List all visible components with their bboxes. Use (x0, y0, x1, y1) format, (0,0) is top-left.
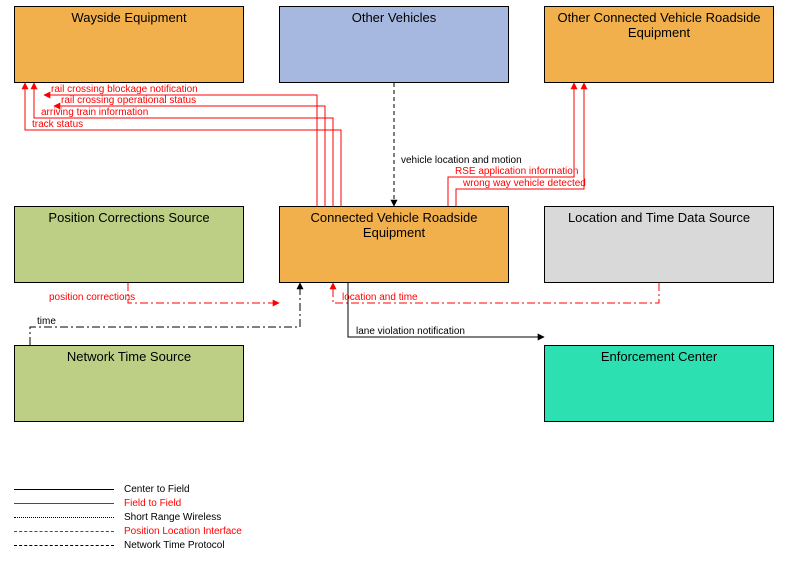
node-wayside: Wayside Equipment (14, 6, 244, 83)
legend-label: Position Location Interface (124, 526, 242, 537)
edge-label-8: location and time (341, 293, 419, 303)
legend-row: Short Range Wireless (14, 510, 242, 524)
node-label: Wayside Equipment (71, 11, 186, 26)
legend-label: Field to Field (124, 498, 181, 509)
node-label: Other Connected Vehicle Roadside Equipme… (545, 11, 773, 41)
legend-line (14, 545, 114, 546)
legend: Center to Field Field to Field Short Range… (14, 482, 242, 552)
node-label: Other Vehicles (352, 11, 437, 26)
legend-row: Center to Field (14, 482, 242, 496)
edge-label-5: RSE application information (454, 167, 579, 177)
node-label: Position Corrections Source (48, 211, 209, 226)
legend-line (14, 489, 114, 490)
node-locdata: Location and Time Data Source (544, 206, 774, 283)
edge-label-3: track status (31, 120, 84, 130)
legend-label: Network Time Protocol (124, 540, 225, 551)
edge-label-2: arriving train information (40, 108, 149, 118)
legend-row: Field to Field (14, 496, 242, 510)
edge-1 (54, 106, 325, 206)
edge-label-4: vehicle location and motion (400, 156, 523, 166)
legend-line (14, 517, 114, 518)
node-label: Network Time Source (67, 350, 191, 365)
edge-label-9: time (36, 317, 57, 327)
node-cvrse: Connected Vehicle Roadside Equipment (279, 206, 509, 283)
node-other_veh: Other Vehicles (279, 6, 509, 83)
edge-label-7: position corrections (48, 293, 136, 303)
legend-label: Center to Field (124, 484, 190, 495)
legend-row: Network Time Protocol (14, 538, 242, 552)
node-label: Enforcement Center (601, 350, 717, 365)
node-label: Connected Vehicle Roadside Equipment (280, 211, 508, 241)
edge-label-1: rail crossing operational status (60, 96, 197, 106)
node-label: Location and Time Data Source (568, 211, 750, 226)
edge-label-10: lane violation notification (355, 327, 466, 337)
legend-line (14, 531, 114, 532)
edge-label-6: wrong way vehicle detected (462, 179, 587, 189)
node-nts: Network Time Source (14, 345, 244, 422)
edge-7 (128, 283, 279, 303)
legend-line (14, 503, 114, 504)
node-enforce: Enforcement Center (544, 345, 774, 422)
node-other_rse: Other Connected Vehicle Roadside Equipme… (544, 6, 774, 83)
node-pos_corr: Position Corrections Source (14, 206, 244, 283)
legend-label: Short Range Wireless (124, 512, 221, 523)
edge-label-0: rail crossing blockage notification (50, 85, 199, 95)
legend-row: Position Location Interface (14, 524, 242, 538)
